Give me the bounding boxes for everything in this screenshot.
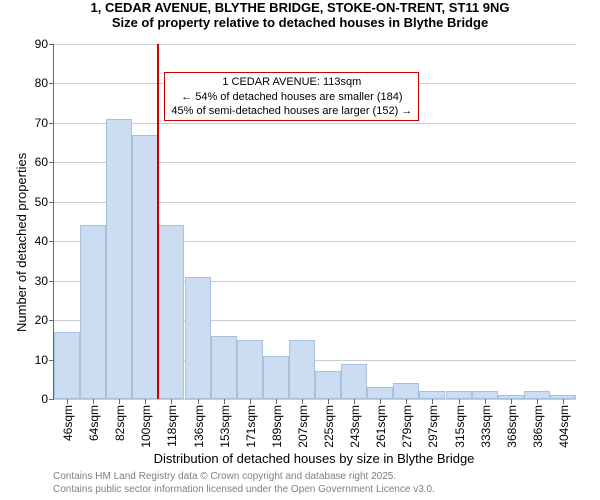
gridline <box>54 399 576 400</box>
histogram-bar <box>185 277 211 399</box>
x-tick-label: 207sqm <box>296 405 310 448</box>
annotation-line3: 45% of semi-detached houses are larger (… <box>171 104 412 118</box>
y-tick-mark <box>49 83 54 84</box>
chart-container: 1, CEDAR AVENUE, BLYTHE BRIDGE, STOKE-ON… <box>0 0 600 500</box>
x-tick-mark <box>145 399 146 404</box>
y-tick-mark <box>49 202 54 203</box>
histogram-bar <box>80 225 106 399</box>
x-axis-label: Distribution of detached houses by size … <box>53 451 575 466</box>
x-tick-mark <box>485 399 486 404</box>
x-tick-label: 386sqm <box>531 405 545 448</box>
x-tick-mark <box>328 399 329 404</box>
x-tick-label: 404sqm <box>557 405 571 448</box>
y-tick-mark <box>49 320 54 321</box>
x-tick-label: 243sqm <box>348 405 362 448</box>
histogram-bar <box>289 340 315 399</box>
x-tick-mark <box>93 399 94 404</box>
y-tick-mark <box>49 123 54 124</box>
y-tick-mark <box>49 44 54 45</box>
histogram-bar <box>341 364 367 400</box>
y-tick-label: 10 <box>35 353 48 367</box>
x-tick-mark <box>171 399 172 404</box>
y-tick-mark <box>49 162 54 163</box>
histogram-bar <box>158 225 184 399</box>
y-tick-label: 0 <box>41 392 48 406</box>
chart-title-line2: Size of property relative to detached ho… <box>0 15 600 30</box>
reference-line <box>157 44 159 399</box>
x-tick-mark <box>302 399 303 404</box>
x-tick-label: 64sqm <box>87 405 101 441</box>
x-tick-mark <box>224 399 225 404</box>
x-tick-label: 315sqm <box>453 405 467 448</box>
footer-line2: Contains public sector information licen… <box>53 484 435 495</box>
y-tick-label: 70 <box>35 116 48 130</box>
annotation-line2: ← 54% of detached houses are smaller (18… <box>171 90 412 104</box>
x-tick-label: 225sqm <box>322 405 336 448</box>
chart-title-line1: 1, CEDAR AVENUE, BLYTHE BRIDGE, STOKE-ON… <box>0 0 600 15</box>
y-tick-label: 50 <box>35 195 48 209</box>
x-tick-mark <box>380 399 381 404</box>
histogram-bar <box>446 391 472 399</box>
histogram-bar <box>263 356 289 399</box>
y-tick-label: 80 <box>35 76 48 90</box>
x-tick-mark <box>432 399 433 404</box>
x-tick-mark <box>537 399 538 404</box>
x-tick-mark <box>67 399 68 404</box>
gridline <box>54 44 576 45</box>
x-tick-label: 46sqm <box>61 405 75 441</box>
x-tick-mark <box>511 399 512 404</box>
x-tick-mark <box>250 399 251 404</box>
histogram-bar <box>393 383 419 399</box>
histogram-bar <box>472 391 498 399</box>
x-tick-label: 82sqm <box>113 405 127 441</box>
histogram-bar <box>524 391 550 399</box>
y-tick-mark <box>49 281 54 282</box>
histogram-bar <box>54 332 80 399</box>
histogram-bar <box>315 371 341 399</box>
x-tick-label: 261sqm <box>374 405 388 448</box>
x-tick-label: 333sqm <box>479 405 493 448</box>
y-tick-label: 30 <box>35 274 48 288</box>
x-tick-mark <box>354 399 355 404</box>
y-tick-label: 20 <box>35 313 48 327</box>
x-tick-label: 368sqm <box>505 405 519 448</box>
y-tick-label: 90 <box>35 37 48 51</box>
histogram-bar <box>237 340 263 399</box>
footer-line1: Contains HM Land Registry data © Crown c… <box>53 471 396 482</box>
x-tick-mark <box>406 399 407 404</box>
y-tick-mark <box>49 241 54 242</box>
x-tick-label: 136sqm <box>192 405 206 448</box>
histogram-bar <box>106 119 132 399</box>
x-tick-label: 100sqm <box>139 405 153 448</box>
histogram-bar <box>132 135 158 399</box>
annotation-box: 1 CEDAR AVENUE: 113sqm ← 54% of detached… <box>164 72 419 121</box>
annotation-line1: 1 CEDAR AVENUE: 113sqm <box>171 75 412 89</box>
histogram-bar <box>419 391 445 399</box>
y-axis-label: Number of detached properties <box>14 152 29 331</box>
x-tick-mark <box>119 399 120 404</box>
histogram-bar <box>367 387 393 399</box>
histogram-bar <box>211 336 237 399</box>
x-tick-label: 171sqm <box>244 405 258 448</box>
y-tick-mark <box>49 399 54 400</box>
gridline <box>54 123 576 124</box>
x-tick-mark <box>563 399 564 404</box>
x-tick-mark <box>198 399 199 404</box>
x-tick-mark <box>459 399 460 404</box>
plot-area: 010203040506070809046sqm64sqm82sqm100sqm… <box>53 44 576 400</box>
x-tick-label: 153sqm <box>218 405 232 448</box>
x-tick-label: 279sqm <box>400 405 414 448</box>
x-tick-mark <box>276 399 277 404</box>
x-tick-label: 118sqm <box>165 405 179 447</box>
x-tick-label: 297sqm <box>426 405 440 448</box>
y-tick-label: 60 <box>35 155 48 169</box>
y-tick-label: 40 <box>35 234 48 248</box>
x-tick-label: 189sqm <box>270 405 284 448</box>
